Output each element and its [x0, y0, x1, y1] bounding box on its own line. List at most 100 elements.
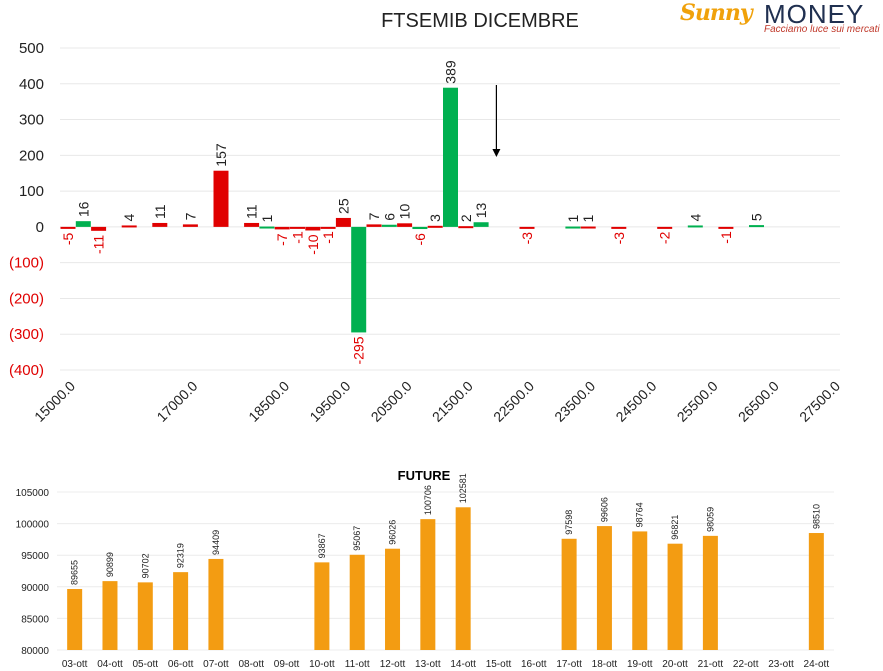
bar [611, 226, 627, 229]
x-tick-label: 10-ott [309, 659, 335, 670]
x-tick-label: 25500.0 [674, 378, 721, 425]
x-tick-label: 11-ott [345, 659, 370, 670]
data-label: 7 [182, 212, 198, 220]
data-label: -5 [60, 232, 76, 245]
x-tick-label: 15-ott [486, 659, 512, 670]
bar [427, 225, 443, 228]
data-label: 93867 [317, 533, 327, 558]
x-tick-label: 08-ott [238, 659, 264, 670]
y-tick-label: (300) [9, 326, 44, 343]
bar [102, 581, 118, 650]
y-tick-label: 80000 [21, 646, 49, 657]
logo-tagline: Facciamo luce sui mercati [764, 24, 880, 35]
data-label: -3 [611, 232, 627, 245]
bar [632, 531, 648, 650]
bar [152, 222, 168, 227]
data-label: -11 [91, 235, 107, 254]
y-tick-label: 105000 [16, 488, 50, 499]
ftsemib-bar-chart: 5004003002001000(100)(200)(300)(400)-516… [9, 40, 843, 425]
data-label: 95067 [352, 526, 362, 551]
x-tick-label: 17-ott [556, 659, 582, 670]
data-label: 96026 [388, 520, 398, 545]
bar [580, 226, 596, 229]
y-tick-label: (200) [9, 290, 44, 307]
data-label: 6 [381, 213, 397, 221]
bar [381, 224, 397, 227]
logo-money-text: MONEY [764, 0, 865, 29]
data-label: 98510 [811, 504, 821, 529]
data-label: 4 [687, 213, 703, 221]
bar [91, 226, 107, 231]
future-title: FUTURE [398, 468, 451, 483]
x-tick-label: 07-ott [203, 659, 229, 670]
x-tick-label: 17000.0 [153, 378, 200, 425]
x-tick-label: 26500.0 [735, 378, 782, 425]
x-tick-label: 05-ott [133, 659, 159, 670]
x-tick-label: 23-ott [768, 659, 794, 670]
data-label: 157 [213, 143, 229, 167]
bar [718, 226, 734, 229]
bar [75, 221, 91, 227]
data-label: 97598 [564, 510, 574, 535]
x-tick-label: 12-ott [380, 659, 406, 670]
data-label: 89655 [70, 560, 80, 585]
data-label: -6 [412, 233, 428, 246]
data-label: 96821 [670, 515, 680, 540]
data-label: 98059 [705, 507, 715, 532]
data-label: 102581 [458, 473, 468, 503]
x-tick-label: 23500.0 [551, 378, 598, 425]
y-tick-label: (100) [9, 255, 44, 272]
x-tick-label: 06-ott [168, 659, 194, 670]
bar [314, 562, 330, 650]
data-label: -1 [320, 231, 336, 244]
bar [349, 554, 365, 650]
bar [60, 226, 76, 229]
bar [561, 538, 577, 650]
bar [596, 526, 612, 650]
bar [351, 226, 367, 333]
bar [385, 548, 401, 650]
x-tick-label: 20-ott [662, 659, 688, 670]
data-label: 90702 [140, 553, 150, 578]
x-tick-label: 16-ott [521, 659, 547, 670]
bar [702, 535, 718, 650]
x-tick-label: 22-ott [733, 659, 759, 670]
x-tick-label: 03-ott [62, 659, 88, 670]
bar [397, 223, 413, 227]
x-tick-label: 04-ott [97, 659, 123, 670]
data-label: -1 [718, 231, 734, 244]
y-tick-label: 200 [19, 147, 44, 164]
bar [244, 222, 260, 227]
chart-title: FTSEMIB DICEMBRE [381, 10, 579, 32]
x-tick-label: 15000.0 [31, 378, 78, 425]
sunny-money-logo: Sunny MONEY Facciamo luce sui mercati [678, 0, 883, 40]
bar [420, 519, 436, 650]
y-tick-label: 100000 [16, 520, 50, 531]
bar [366, 224, 382, 227]
bar [274, 226, 290, 230]
y-tick-label: 85000 [21, 614, 49, 625]
data-label: 98764 [635, 502, 645, 527]
bar [213, 170, 229, 227]
bar [137, 582, 153, 650]
data-label: 100706 [423, 485, 433, 515]
data-label: 11 [152, 204, 168, 219]
x-tick-label: 27500.0 [796, 378, 843, 425]
x-tick-label: 18500.0 [245, 378, 292, 425]
bar [667, 543, 683, 650]
bar [657, 226, 673, 229]
bar [473, 222, 489, 227]
data-label: 11 [244, 204, 260, 219]
bar [290, 226, 305, 229]
x-tick-label: 21-ott [698, 659, 724, 670]
x-tick-label: 22500.0 [490, 378, 537, 425]
future-bar-chart: FUTURE 105000 100000 95000 90000 85000 80000 89… [16, 468, 834, 670]
bar [687, 225, 703, 228]
y-tick-label: 300 [19, 112, 44, 129]
bar [565, 226, 581, 229]
x-tick-label: 19500.0 [306, 378, 353, 425]
y-tick-label: 90000 [21, 583, 49, 594]
data-label: 13 [473, 202, 489, 218]
bar [67, 588, 83, 650]
arrow-head-icon [492, 149, 501, 157]
